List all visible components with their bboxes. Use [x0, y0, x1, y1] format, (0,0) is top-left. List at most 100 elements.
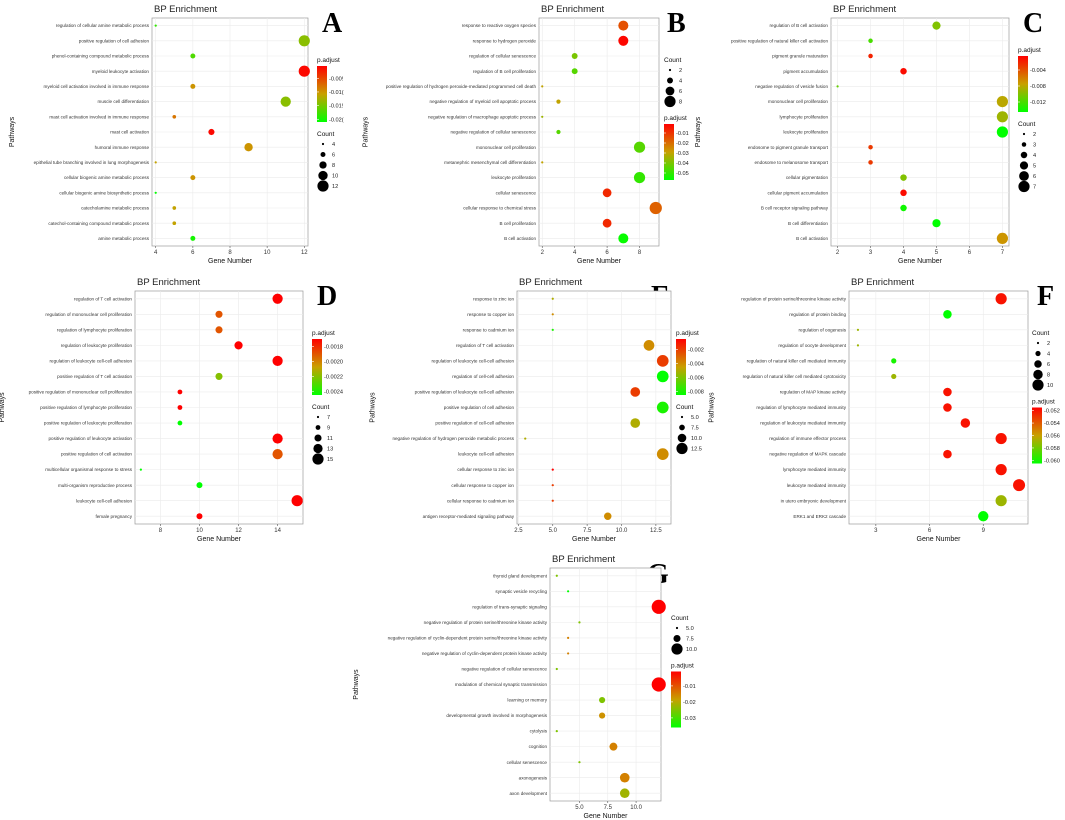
size-legend-label: 7	[1033, 185, 1036, 191]
data-point	[196, 482, 203, 489]
panel-letter: C	[1023, 8, 1043, 39]
size-legend-label: 10	[332, 174, 338, 180]
data-point	[272, 433, 283, 444]
color-legend-bar	[671, 671, 681, 728]
y-axis-label: Pathways	[353, 669, 360, 700]
size-legend-dot	[680, 415, 684, 419]
data-point	[154, 161, 157, 164]
y-axis-label: Pathways	[708, 392, 715, 423]
data-point	[190, 235, 196, 241]
size-legend-label: 8	[332, 163, 335, 169]
size-legend-dot	[673, 634, 681, 643]
size-legend-dot	[1034, 360, 1042, 368]
data-point	[932, 219, 941, 228]
y-category-label: regulation of protein serine/threonine k…	[741, 296, 846, 301]
panel-C: BP Enrichment C 2 3 4 5 6 7 regulation of B cell…	[695, 4, 1046, 265]
x-tick-label: 10.0	[630, 805, 642, 811]
chart-title: BP Enrichment	[851, 277, 915, 288]
color-legend-bar	[1018, 56, 1028, 112]
y-category-label: learning or memory	[507, 698, 547, 703]
size-legend-dot	[1019, 161, 1029, 170]
panel-F: BP Enrichment F 3 6 9 regulation of protein s…	[708, 277, 1060, 543]
x-tick-label: 10.0	[616, 528, 628, 534]
y-axis-label: Pathways	[0, 392, 6, 423]
x-axis-label: Gene Number	[898, 258, 943, 265]
data-point	[234, 341, 243, 350]
size-legend-dot	[679, 424, 685, 431]
color-legend-label: -0.052	[1044, 409, 1060, 415]
y-category-label: positive regulation of leukocyte activat…	[48, 436, 132, 441]
size-legend-title: Count	[317, 131, 335, 138]
x-tick-label: 2.5	[514, 528, 523, 534]
size-legend-dot	[677, 433, 687, 443]
size-legend-dot	[676, 442, 688, 455]
size-legend-dot	[1022, 132, 1026, 136]
data-point	[215, 310, 223, 318]
data-point	[541, 161, 544, 164]
size-legend-label: 4	[1047, 352, 1050, 358]
size-legend-label: 10.0	[686, 647, 697, 653]
y-category-label: modulation of chemical synaptic transmis…	[455, 682, 548, 687]
size-legend-label: 4	[1033, 153, 1036, 159]
color-legend-label: -0.008	[688, 390, 704, 396]
x-tick-label: 8	[159, 528, 163, 534]
y-category-label: cellular response to copper ion	[451, 483, 514, 488]
y-category-label: positive regulation of mononuclear cell …	[29, 390, 133, 395]
y-category-label: regulation of MAP kinase activity	[780, 390, 847, 395]
data-point	[609, 742, 618, 751]
color-legend-label: -0.002	[688, 348, 704, 354]
y-category-label: regulation of leukocyte cell-cell adhesi…	[432, 359, 515, 364]
x-tick-label: 5.0	[575, 805, 584, 811]
x-tick-label: 5.0	[549, 528, 558, 534]
x-tick-label: 3	[874, 528, 878, 534]
y-axis-label: Pathways	[362, 116, 369, 147]
data-point	[900, 67, 907, 75]
data-point	[567, 636, 570, 640]
size-legend-title: Count	[664, 57, 682, 64]
size-legend-dot	[321, 142, 325, 146]
y-category-label: cellular pigmentation	[786, 175, 829, 180]
size-legend-dot	[664, 95, 676, 108]
y-category-label: negative regulation of hydrogen peroxide…	[392, 436, 514, 441]
size-legend-label: 5	[1033, 164, 1036, 170]
data-point	[571, 53, 578, 59]
data-point	[177, 405, 183, 410]
size-legend-dot	[675, 626, 679, 630]
data-point	[900, 189, 907, 197]
size-legend-label: 9	[327, 426, 330, 432]
size-legend-dot	[665, 86, 675, 96]
size-legend-dot	[671, 643, 683, 655]
color-legend-bar	[676, 339, 686, 395]
panel-D: BP Enrichment D 8 10 12 14 regulation of T cel…	[0, 277, 343, 543]
size-legend-dot	[316, 415, 320, 419]
data-point	[995, 432, 1007, 445]
size-legend-title: Count	[1018, 121, 1036, 128]
x-tick-label: 7	[1001, 250, 1005, 256]
chart-title: BP Enrichment	[541, 4, 605, 15]
data-point	[551, 484, 554, 487]
size-legend-label: 5.0	[691, 415, 699, 421]
size-legend-title: Count	[676, 404, 694, 411]
data-point	[280, 96, 291, 107]
y-category-label: positive regulation of leukocyte cell-ce…	[415, 390, 515, 395]
y-category-label: B cell activation	[796, 236, 828, 241]
y-axis-label: Pathways	[695, 116, 702, 147]
y-category-label: positive regulation of cell activation	[61, 452, 132, 457]
data-point	[995, 464, 1007, 476]
y-category-label: positive regulation of hydrogen peroxide…	[386, 84, 537, 89]
size-legend-dot	[1021, 142, 1027, 147]
size-legend-label: 8	[679, 100, 682, 106]
size-legend-label: 4	[679, 79, 682, 85]
data-point	[541, 115, 544, 118]
data-point	[943, 310, 952, 319]
data-point	[618, 233, 629, 244]
y-category-label: mononuclear cell proliferation	[768, 99, 828, 104]
size-legend-dot	[319, 161, 327, 169]
x-tick-label: 12	[235, 528, 242, 534]
size-legend-label: 6	[332, 153, 335, 159]
data-point	[891, 358, 897, 364]
y-category-label: response to zinc ion	[473, 296, 514, 301]
y-category-label: regulation of mononuclear cell prolifera…	[45, 312, 132, 317]
y-category-label: positive regulation of cell adhesion	[444, 405, 515, 410]
